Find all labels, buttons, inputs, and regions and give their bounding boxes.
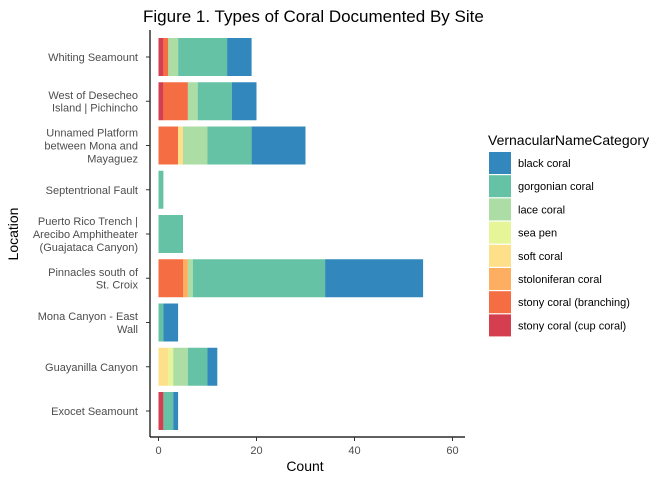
y-category-label: between Mona and xyxy=(44,141,138,153)
legend-swatch xyxy=(489,175,511,198)
bar-segment xyxy=(163,392,174,430)
y-category-label: St. Croix xyxy=(96,280,139,292)
legend-label: black coral xyxy=(518,158,571,170)
bar-segment xyxy=(183,126,208,165)
x-tick-label: 20 xyxy=(250,445,262,457)
y-category-label: Puerto Rico Trench | xyxy=(38,216,138,228)
bar-segment xyxy=(178,38,228,76)
bar-segment xyxy=(187,259,193,298)
y-category-label: Mayaguez xyxy=(87,153,138,165)
bar-segment xyxy=(158,126,179,165)
legend-items: black coral gorgonian coral lace coral sea … xyxy=(489,152,630,337)
bar-segment xyxy=(163,38,169,76)
bar-segment xyxy=(251,126,306,165)
x-tick-label: 0 xyxy=(155,445,161,457)
bar-segment xyxy=(158,215,183,253)
legend-swatch xyxy=(489,198,511,221)
bars-layer xyxy=(158,38,424,430)
legend-swatch xyxy=(489,268,511,290)
legend-label: stony coral (cup coral) xyxy=(518,320,626,332)
legend-label: stoloniferan coral xyxy=(518,274,602,286)
bar-segment xyxy=(325,259,424,298)
legend-swatch xyxy=(489,152,511,174)
legend-title: VernacularNameCategory xyxy=(488,132,649,148)
y-category-label: Whiting Seamount xyxy=(48,52,138,64)
y-category-label: Septentrional Fault xyxy=(46,185,138,197)
x-tick-label: 40 xyxy=(348,445,360,457)
legend-label: soft coral xyxy=(518,251,563,263)
y-category-label: Mona Canyon - East xyxy=(38,311,138,323)
legend: VernacularNameCategory black coral gorgon… xyxy=(488,132,649,337)
bar-segment xyxy=(183,259,188,298)
y-category-label: Island | Pichincho xyxy=(52,103,138,115)
x-axis-title: Count xyxy=(286,458,323,474)
y-category-label: Exocet Seamount xyxy=(51,406,138,418)
legend-label: stony coral (branching) xyxy=(518,297,630,309)
y-category-label: Unnamed Platform xyxy=(46,128,138,140)
bar-segment xyxy=(168,347,174,386)
x-tick-label: 60 xyxy=(446,445,458,457)
bar-segment xyxy=(168,38,179,76)
bar-segment xyxy=(158,392,164,430)
legend-swatch xyxy=(489,221,511,244)
y-category-label: Pinnacles south of xyxy=(48,267,139,279)
bar-segment xyxy=(187,347,208,386)
y-category-label: Guayanilla Canyon xyxy=(45,362,138,374)
legend-swatch xyxy=(489,291,511,314)
legend-label: gorgonian coral xyxy=(518,181,594,193)
bar-segment xyxy=(158,259,183,298)
y-category-label: (Guajataca Canyon) xyxy=(40,242,138,254)
bar-segment xyxy=(158,82,164,121)
bar-segment xyxy=(163,82,188,121)
bar-segment xyxy=(173,347,188,386)
bar-segment xyxy=(197,82,232,121)
bar-segment xyxy=(158,38,164,76)
y-category-label: West of Desecheo xyxy=(48,90,138,102)
bar-segment xyxy=(207,347,218,386)
bar-segment xyxy=(158,347,169,386)
bar-segment xyxy=(158,303,164,342)
chart-title: Figure 1. Types of Coral Documented By S… xyxy=(143,7,484,26)
legend-swatch xyxy=(489,244,511,267)
bar-segment xyxy=(192,259,326,298)
legend-swatch xyxy=(489,314,511,337)
bar-segment xyxy=(163,303,179,342)
y-category-label: Arecibo Amphitheater xyxy=(33,229,139,241)
legend-label: lace coral xyxy=(518,204,565,216)
bar-segment xyxy=(178,126,183,165)
bar-segment xyxy=(227,38,252,76)
bar-segment xyxy=(232,82,257,121)
bar-segment xyxy=(173,392,179,430)
x-tick-labels: 0 20 40 60 xyxy=(155,437,459,457)
bar-segment xyxy=(187,82,198,121)
y-axis-title: Location xyxy=(5,208,21,261)
y-category-label: Wall xyxy=(117,324,138,336)
bar-segment xyxy=(158,170,164,209)
bar-segment xyxy=(207,126,252,165)
legend-label: sea pen xyxy=(518,228,557,240)
